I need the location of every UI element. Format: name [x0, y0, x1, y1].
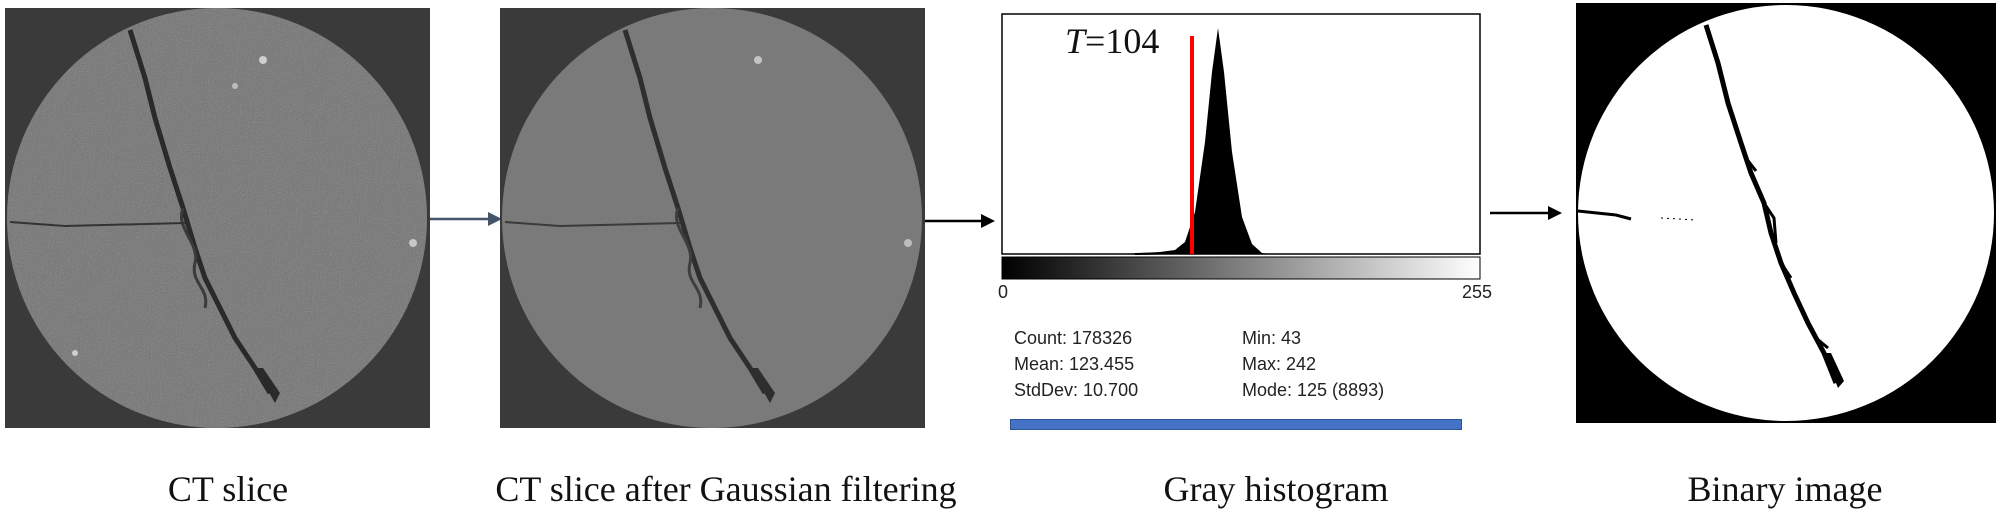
- histogram-progress-bar: [1010, 419, 1462, 430]
- binary-image: [1576, 3, 1996, 423]
- caption-histogram: Gray histogram: [1163, 469, 1389, 509]
- stat-max: Max: 242: [1242, 354, 1317, 374]
- caption-binary: Binary image: [1687, 469, 1883, 509]
- threshold-label: T=104: [1065, 20, 1159, 62]
- stat-stddev: StdDev: 10.700: [1014, 380, 1139, 400]
- caption-ct-slice: CT slice: [167, 469, 289, 509]
- threshold-value: =104: [1085, 21, 1160, 61]
- axis-max-label: 255: [1462, 282, 1493, 302]
- arrow-3: [1490, 206, 1562, 220]
- threshold-symbol: T: [1065, 21, 1086, 61]
- filtered-ct-slice-image: [500, 8, 925, 428]
- caption-filtered: CT slice after Gaussian filtering: [495, 469, 957, 509]
- arrow-1: [430, 212, 502, 226]
- grayscale-bar: [1001, 256, 1481, 280]
- axis-min-label: 0: [998, 282, 1009, 302]
- histogram-distribution: [1120, 28, 1270, 254]
- arrow-2: [925, 214, 995, 228]
- stat-count: Count: 178326: [1014, 328, 1133, 348]
- gray-histogram: [1001, 13, 1481, 280]
- stat-mean: Mean: 123.455: [1014, 354, 1135, 374]
- stat-min: Min: 43: [1242, 328, 1302, 348]
- stat-mode: Mode: 125 (8893): [1242, 380, 1385, 400]
- ct-slice-image: [5, 8, 430, 428]
